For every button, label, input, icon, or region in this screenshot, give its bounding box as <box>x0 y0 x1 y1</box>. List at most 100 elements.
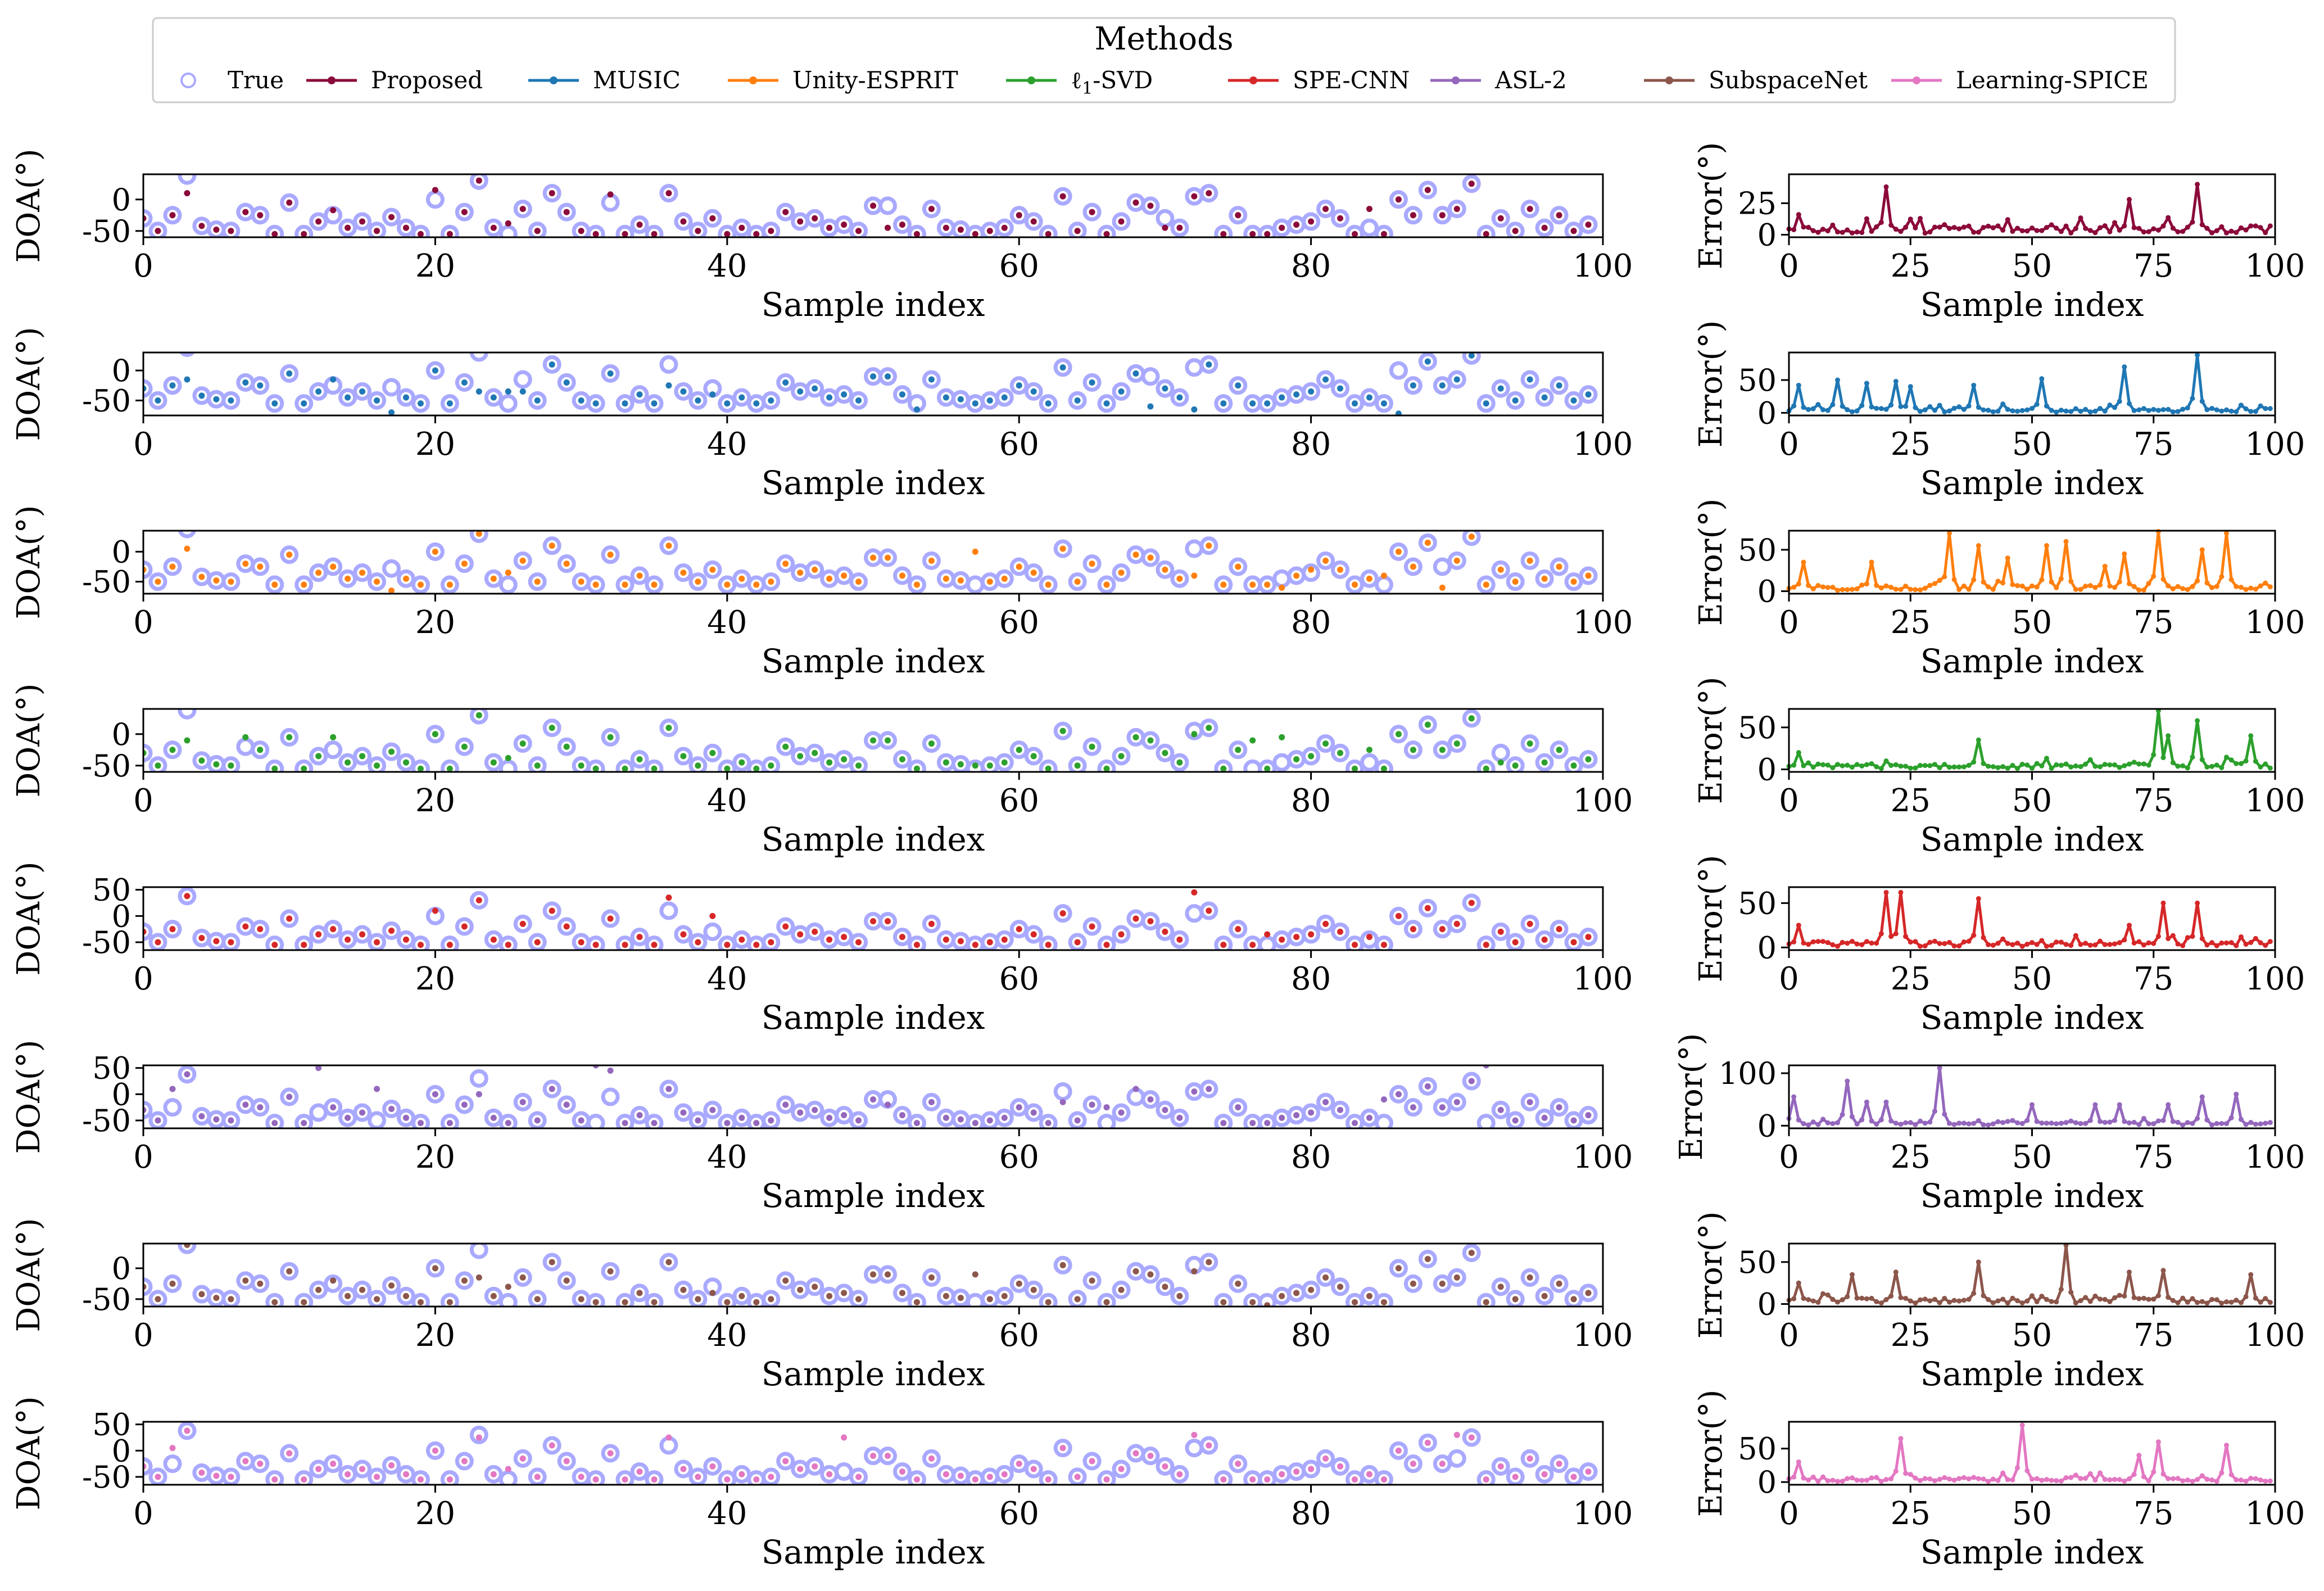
true-doa-marker <box>907 224 926 237</box>
error-point <box>1810 1298 1816 1304</box>
error-point <box>2131 940 2137 946</box>
estimate-point <box>155 1296 161 1303</box>
estimate-point <box>797 931 804 938</box>
estimate-point <box>1293 572 1300 579</box>
estimate-point <box>155 397 161 404</box>
true-doa-marker <box>309 212 328 231</box>
estimate-point <box>228 939 234 946</box>
error-point <box>2068 230 2074 236</box>
error-point <box>2214 407 2219 413</box>
true-doa-marker <box>805 560 825 579</box>
true-doa-marker <box>1229 557 1248 576</box>
estimate-point <box>1118 218 1125 225</box>
true-doa-marker <box>163 1098 182 1117</box>
error-point <box>2263 1479 2268 1484</box>
true-doa-marker <box>542 1436 561 1455</box>
error-point <box>2058 939 2064 945</box>
error-point <box>2267 939 2273 944</box>
estimate-point <box>899 1468 905 1475</box>
estimate-point <box>578 939 585 946</box>
error-point <box>2195 1477 2200 1482</box>
y-tick-label: 0 <box>112 1433 131 1468</box>
error-point <box>2117 227 2122 233</box>
estimate-point <box>1424 1439 1431 1446</box>
estimate-point <box>374 397 380 404</box>
true-doa-marker <box>221 222 241 237</box>
error-point <box>1888 402 1894 408</box>
true-doa-marker <box>178 887 197 906</box>
x-axis-label: Sample index <box>762 464 985 502</box>
x-axis-label: Sample index <box>1920 1355 2144 1393</box>
estimate-point <box>1366 206 1372 213</box>
error-point <box>2083 941 2089 946</box>
true-doa-marker <box>732 569 751 588</box>
true-doa-marker <box>1374 394 1393 413</box>
error-point <box>2160 1268 2166 1273</box>
error-point <box>2098 406 2103 412</box>
true-doa-marker <box>1214 575 1233 594</box>
error-point <box>2015 1298 2021 1304</box>
error-point <box>2160 223 2166 229</box>
true-doa-marker <box>1535 569 1554 588</box>
error-point <box>2117 940 2122 946</box>
legend-dot <box>550 76 558 84</box>
estimate-point <box>870 737 876 744</box>
legend-label: MUSIC <box>593 66 681 94</box>
true-doa-marker <box>922 1449 941 1468</box>
error-point <box>1966 586 1972 592</box>
estimate-point <box>1337 566 1344 573</box>
true-doa-marker <box>1360 569 1379 588</box>
true-doa-marker <box>1520 1449 1539 1468</box>
error-point <box>2083 584 2089 589</box>
error-point <box>2107 583 2113 589</box>
error-point <box>1806 224 1811 230</box>
error-point <box>2010 1118 2015 1123</box>
estimate-point <box>622 230 628 237</box>
error-point <box>1830 222 1836 228</box>
error-point <box>1971 759 1977 765</box>
estimate-point <box>943 936 949 943</box>
legend-dot <box>1249 76 1257 84</box>
true-doa-marker <box>1053 1439 1072 1458</box>
error-point <box>2005 765 2010 771</box>
error-point <box>2219 1300 2225 1306</box>
estimate-point <box>957 227 964 233</box>
estimate-point <box>155 1474 161 1480</box>
error-point <box>2073 763 2078 769</box>
x-axis-label: Sample index <box>762 642 985 680</box>
estimate-point <box>1030 569 1037 576</box>
error-point <box>1927 1298 1933 1304</box>
error-point <box>1951 943 1957 949</box>
estimate-point <box>1279 734 1285 740</box>
estimate-point <box>315 218 322 225</box>
estimate-point <box>534 1474 541 1480</box>
true-doa-marker <box>411 1114 430 1128</box>
error-point <box>2258 1299 2263 1305</box>
error-point <box>1995 1119 2001 1124</box>
estimate-point <box>1337 928 1344 935</box>
true-doa-marker <box>309 1103 328 1122</box>
true-doa-marker <box>469 352 488 362</box>
x-tick-label: 75 <box>2133 248 2173 284</box>
true-doa-marker <box>1302 212 1321 231</box>
estimate-point <box>1074 939 1081 946</box>
error-point <box>1971 1120 1977 1126</box>
y-tick-label: 50 <box>92 1407 131 1443</box>
error-point <box>2087 228 2093 233</box>
error-axes-frame <box>1788 1064 2276 1129</box>
error-point <box>1956 764 1962 770</box>
error-point <box>2228 1115 2234 1120</box>
error-point <box>2243 406 2249 412</box>
true-doa-marker <box>1229 920 1248 939</box>
error-point <box>1942 1111 1947 1117</box>
true-doa-marker <box>1506 572 1525 591</box>
error-point <box>2024 942 2030 947</box>
estimate-point <box>257 1104 264 1111</box>
x-tick-label: 100 <box>2245 604 2305 641</box>
error-point <box>1995 578 2001 584</box>
error-point <box>1796 212 1801 218</box>
estimate-point <box>155 228 161 234</box>
true-doa-marker <box>1520 1268 1539 1287</box>
true-doa-marker <box>1403 1274 1423 1293</box>
